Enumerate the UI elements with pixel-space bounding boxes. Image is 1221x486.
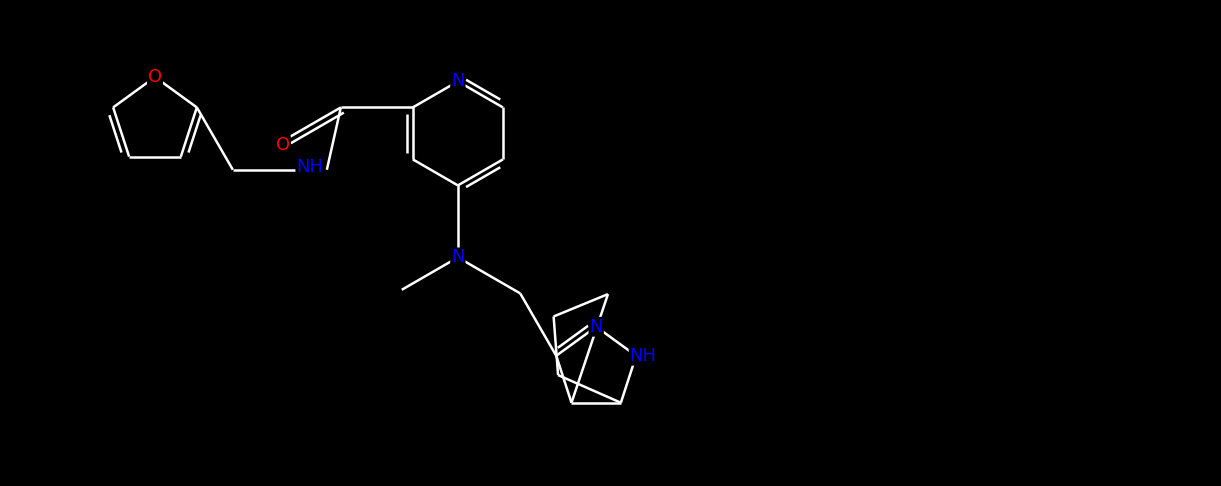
- Text: NH: NH: [630, 347, 657, 365]
- Text: O: O: [148, 68, 162, 86]
- Text: O: O: [276, 136, 289, 154]
- Text: N: N: [590, 318, 603, 336]
- Text: NH: NH: [297, 158, 324, 176]
- Text: N: N: [451, 72, 465, 90]
- Text: N: N: [451, 248, 465, 266]
